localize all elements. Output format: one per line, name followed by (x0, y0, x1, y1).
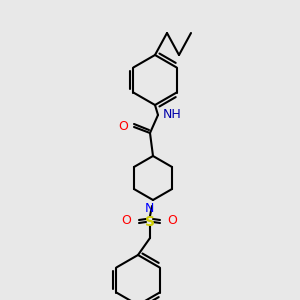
Text: N: N (144, 202, 154, 215)
Text: O: O (118, 119, 128, 133)
Text: S: S (145, 215, 155, 229)
Text: NH: NH (163, 109, 182, 122)
Text: O: O (167, 214, 177, 227)
Text: O: O (121, 214, 131, 227)
